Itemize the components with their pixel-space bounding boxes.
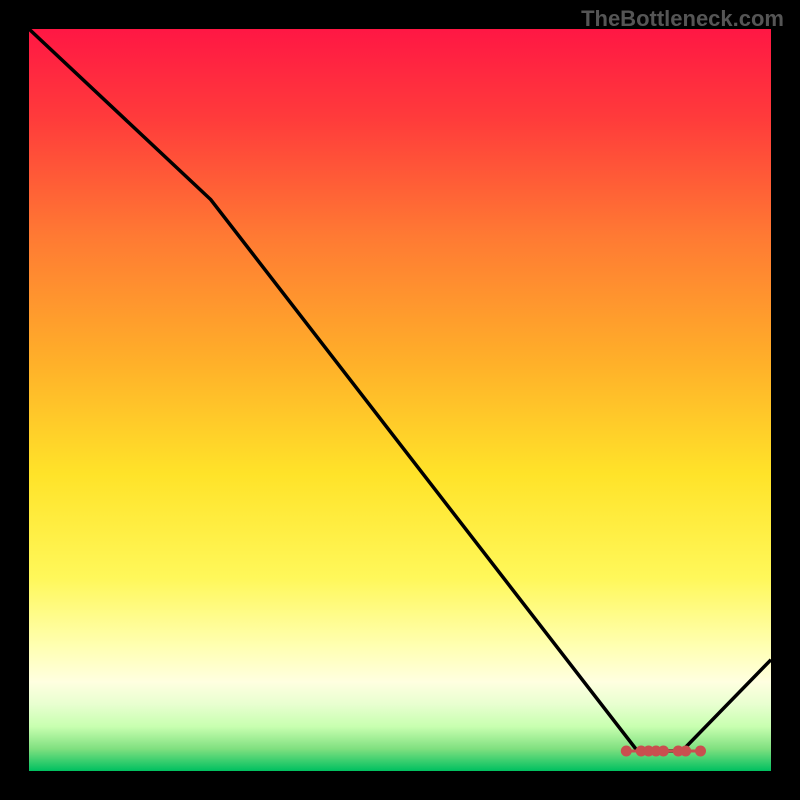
optimal-marker: [680, 745, 691, 756]
optimal-marker: [621, 745, 632, 756]
bottleneck-chart: [0, 0, 800, 800]
optimal-marker: [695, 745, 706, 756]
optimal-marker: [658, 745, 669, 756]
chart-background: [29, 29, 771, 771]
